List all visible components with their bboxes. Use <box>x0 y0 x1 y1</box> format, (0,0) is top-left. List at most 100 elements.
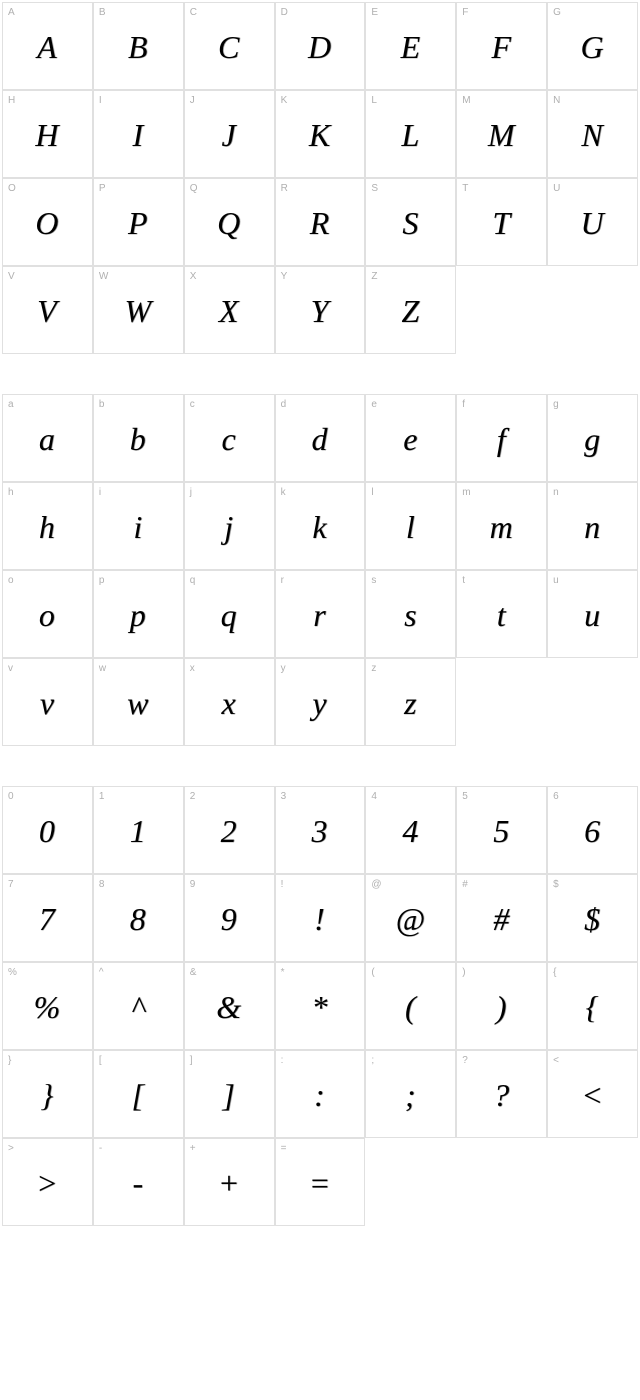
glyph-cell: ff <box>456 394 547 482</box>
section-numbers-symbols: 00112233445566778899!!@@##$$%%^^&&**(())… <box>2 786 638 1226</box>
glyph-label: G <box>553 7 561 18</box>
glyph-display: ) <box>457 989 546 1026</box>
glyph-display: N <box>548 117 637 154</box>
section-lowercase: aabbccddeeffgghhiijjkkllmmnnooppqqrrsstt… <box>2 394 638 746</box>
glyph-display: Z <box>366 293 455 330</box>
glyph-cell: EE <box>365 2 456 90</box>
glyph-label: 1 <box>99 791 105 802</box>
glyph-cell: ww <box>93 658 184 746</box>
glyph-cell: zz <box>365 658 456 746</box>
glyph-display: { <box>548 989 637 1026</box>
glyph-label: n <box>553 487 559 498</box>
glyph-display: b <box>94 421 183 458</box>
section-uppercase: AABBCCDDEEFFGGHHIIJJKKLLMMNNOOPPQQRRSSTT… <box>2 2 638 354</box>
glyph-display: X <box>185 293 274 330</box>
glyph-display: 1 <box>94 813 183 850</box>
glyph-cell: ]] <box>184 1050 275 1138</box>
glyph-label: 8 <box>99 879 105 890</box>
glyph-display: # <box>457 901 546 938</box>
glyph-display: 3 <box>276 813 365 850</box>
glyph-display: r <box>276 597 365 634</box>
glyph-display: 4 <box>366 813 455 850</box>
glyph-label: t <box>462 575 465 586</box>
glyph-label: ? <box>462 1055 468 1066</box>
empty-cell <box>456 1138 547 1226</box>
glyph-label: # <box>462 879 468 890</box>
glyph-label: - <box>99 1143 102 1154</box>
glyph-label: f <box>462 399 465 410</box>
glyph-display: e <box>366 421 455 458</box>
glyph-display: O <box>3 205 92 242</box>
glyph-cell: CC <box>184 2 275 90</box>
glyph-display: p <box>94 597 183 634</box>
glyph-display: + <box>185 1165 274 1202</box>
glyph-label: > <box>8 1143 14 1154</box>
glyph-label: x <box>190 663 195 674</box>
glyph-cell: pp <box>93 570 184 658</box>
glyph-cell: {{ <box>547 962 638 1050</box>
glyph-cell: $$ <box>547 874 638 962</box>
glyph-label: v <box>8 663 13 674</box>
glyph-cell: ;; <box>365 1050 456 1138</box>
glyph-cell: hh <box>2 482 93 570</box>
glyph-cell: 66 <box>547 786 638 874</box>
glyph-display: W <box>94 293 183 330</box>
glyph-display: F <box>457 29 546 66</box>
glyph-label: 4 <box>371 791 377 802</box>
glyph-cell: rr <box>275 570 366 658</box>
glyph-display: L <box>366 117 455 154</box>
glyph-display: R <box>276 205 365 242</box>
glyph-cell: ** <box>275 962 366 1050</box>
glyph-label: 9 <box>190 879 196 890</box>
glyph-display: Y <box>276 293 365 330</box>
glyph-label: b <box>99 399 105 410</box>
glyph-cell: )) <box>456 962 547 1050</box>
glyph-display: S <box>366 205 455 242</box>
glyph-cell: VV <box>2 266 93 354</box>
glyph-display: 9 <box>185 901 274 938</box>
glyph-display: * <box>276 989 365 1026</box>
glyph-cell: ii <box>93 482 184 570</box>
glyph-cell: qq <box>184 570 275 658</box>
glyph-display: ^ <box>94 989 183 1026</box>
glyph-cell: TT <box>456 178 547 266</box>
glyph-label: s <box>371 575 376 586</box>
glyph-display: 2 <box>185 813 274 850</box>
glyph-cell: OO <box>2 178 93 266</box>
glyph-display: 5 <box>457 813 546 850</box>
glyph-display: 7 <box>3 901 92 938</box>
glyph-cell: uu <box>547 570 638 658</box>
glyph-cell: MM <box>456 90 547 178</box>
glyph-display: d <box>276 421 365 458</box>
glyph-label: ^ <box>99 967 104 978</box>
glyph-cell: -- <box>93 1138 184 1226</box>
glyph-cell: mm <box>456 482 547 570</box>
glyph-display: C <box>185 29 274 66</box>
glyph-display: P <box>94 205 183 242</box>
glyph-display: [ <box>94 1077 183 1114</box>
glyph-display: o <box>3 597 92 634</box>
glyph-cell: 44 <box>365 786 456 874</box>
glyph-cell: bb <box>93 394 184 482</box>
glyph-cell: vv <box>2 658 93 746</box>
glyph-display: f <box>457 421 546 458</box>
glyph-cell: tt <box>456 570 547 658</box>
empty-cell <box>547 1138 638 1226</box>
glyph-label: X <box>190 271 197 282</box>
glyph-cell: RR <box>275 178 366 266</box>
glyph-cell: aa <box>2 394 93 482</box>
glyph-label: B <box>99 7 106 18</box>
glyph-label: c <box>190 399 195 410</box>
glyph-cell: SS <box>365 178 456 266</box>
glyph-cell: 77 <box>2 874 93 962</box>
glyph-label: g <box>553 399 559 410</box>
glyph-label: $ <box>553 879 559 890</box>
glyph-cell: (( <box>365 962 456 1050</box>
glyph-cell: ?? <box>456 1050 547 1138</box>
glyph-display: B <box>94 29 183 66</box>
glyph-label: D <box>281 7 288 18</box>
glyph-display: = <box>276 1165 365 1202</box>
glyph-display: E <box>366 29 455 66</box>
glyph-cell: II <box>93 90 184 178</box>
glyph-cell: xx <box>184 658 275 746</box>
